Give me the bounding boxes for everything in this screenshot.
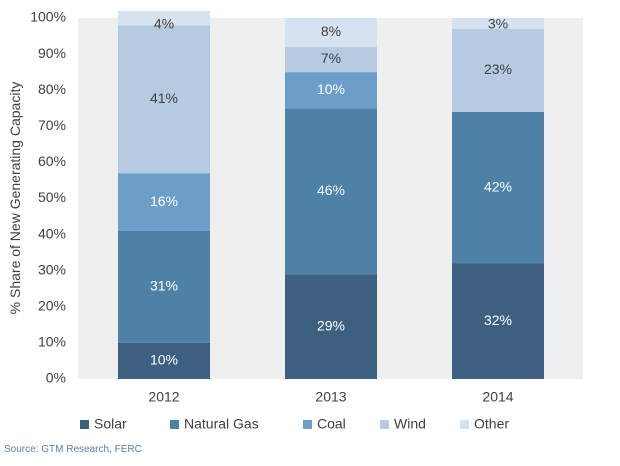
- y-tick-label: 90%: [38, 45, 66, 61]
- data-label-natural-gas-2012: 31%: [150, 278, 178, 294]
- data-label-coal-2013: 10%: [317, 81, 345, 97]
- data-label-other-2013: 8%: [321, 23, 341, 39]
- y-tick-label: 80%: [38, 81, 66, 97]
- bar-natural-gas-2012: [118, 230, 210, 343]
- legend-item-other: Other: [460, 416, 509, 432]
- legend-item-natural-gas: Natural Gas: [170, 416, 259, 432]
- bar-wind-2012: [118, 25, 210, 174]
- legend-swatch: [170, 420, 179, 429]
- data-label-solar-2013: 29%: [317, 317, 345, 333]
- data-label-wind-2014: 23%: [484, 61, 512, 77]
- y-tick-label: 50%: [38, 189, 66, 205]
- data-label-wind-2013: 7%: [321, 50, 341, 66]
- data-label-other-2014: 3%: [488, 16, 508, 32]
- legend-item-wind: Wind: [380, 416, 426, 432]
- legend-label: Wind: [394, 416, 426, 432]
- data-label-solar-2014: 32%: [484, 312, 512, 328]
- bar-labels-group: 10% 31% 16% 41% 4% 29% 46% 10% 7% 8% 32% 42% 23% 3%: [150, 16, 512, 368]
- y-axis-ticks: 0% 10% 20% 30% 40% 50% 60% 70% 80% 90% 100%: [30, 9, 66, 386]
- bar-coal-2013: [285, 72, 377, 109]
- legend-item-coal: Coal: [303, 416, 346, 432]
- data-label-solar-2012: 10%: [150, 352, 178, 368]
- data-label-other-2012: 4%: [154, 16, 174, 32]
- stacked-bar-chart: 10% 31% 16% 41% 4% 29% 46% 10% 7% 8% 32% 42% 23% 3% 0…: [7, 9, 583, 432]
- bar-wind-2013: [285, 46, 377, 73]
- bar-solar-2012: [118, 342, 210, 379]
- y-tick-label: 70%: [38, 117, 66, 133]
- x-axis-ticks: 2012 2013 2014: [148, 389, 513, 405]
- bar-solar-2013: [285, 274, 377, 379]
- data-label-natural-gas-2013: 46%: [317, 182, 345, 198]
- x-tick-label: 2013: [315, 389, 346, 405]
- legend-swatch: [303, 420, 312, 429]
- legend-label: Coal: [317, 416, 346, 432]
- legend-swatch: [460, 420, 469, 429]
- y-tick-label: 100%: [30, 9, 66, 25]
- legend-label: Other: [474, 416, 509, 432]
- y-tick-label: 30%: [38, 261, 66, 277]
- y-axis-label: % Share of New Generating Capacity: [7, 82, 23, 315]
- bar-other-2014: [452, 18, 544, 29]
- source-note: Source: GTM Research, FERC: [4, 444, 142, 455]
- data-label-wind-2012: 41%: [150, 90, 178, 106]
- legend-label: Solar: [94, 416, 127, 432]
- legend-label: Natural Gas: [184, 416, 259, 432]
- data-label-coal-2012: 16%: [150, 193, 178, 209]
- bar-other-2013: [285, 18, 377, 47]
- y-tick-label: 10%: [38, 334, 66, 350]
- y-tick-label: 40%: [38, 225, 66, 241]
- bar-coal-2012: [118, 173, 210, 231]
- y-tick-label: 60%: [38, 153, 66, 169]
- legend-swatch: [380, 420, 389, 429]
- bar-other-2012: [118, 10, 210, 26]
- x-tick-label: 2012: [148, 389, 179, 405]
- legend-swatch: [80, 420, 89, 429]
- y-tick-label: 0%: [46, 370, 66, 386]
- legend: Solar Natural Gas Coal Wind Other: [80, 416, 509, 432]
- bar-natural-gas-2014: [452, 111, 544, 264]
- bar-wind-2014: [452, 28, 544, 112]
- bar-solar-2014: [452, 263, 544, 379]
- legend-item-solar: Solar: [80, 416, 127, 432]
- bar-natural-gas-2013: [285, 108, 377, 275]
- bars-group: [118, 10, 544, 379]
- data-label-natural-gas-2014: 42%: [484, 178, 512, 194]
- y-tick-label: 20%: [38, 298, 66, 314]
- x-tick-label: 2014: [482, 389, 513, 405]
